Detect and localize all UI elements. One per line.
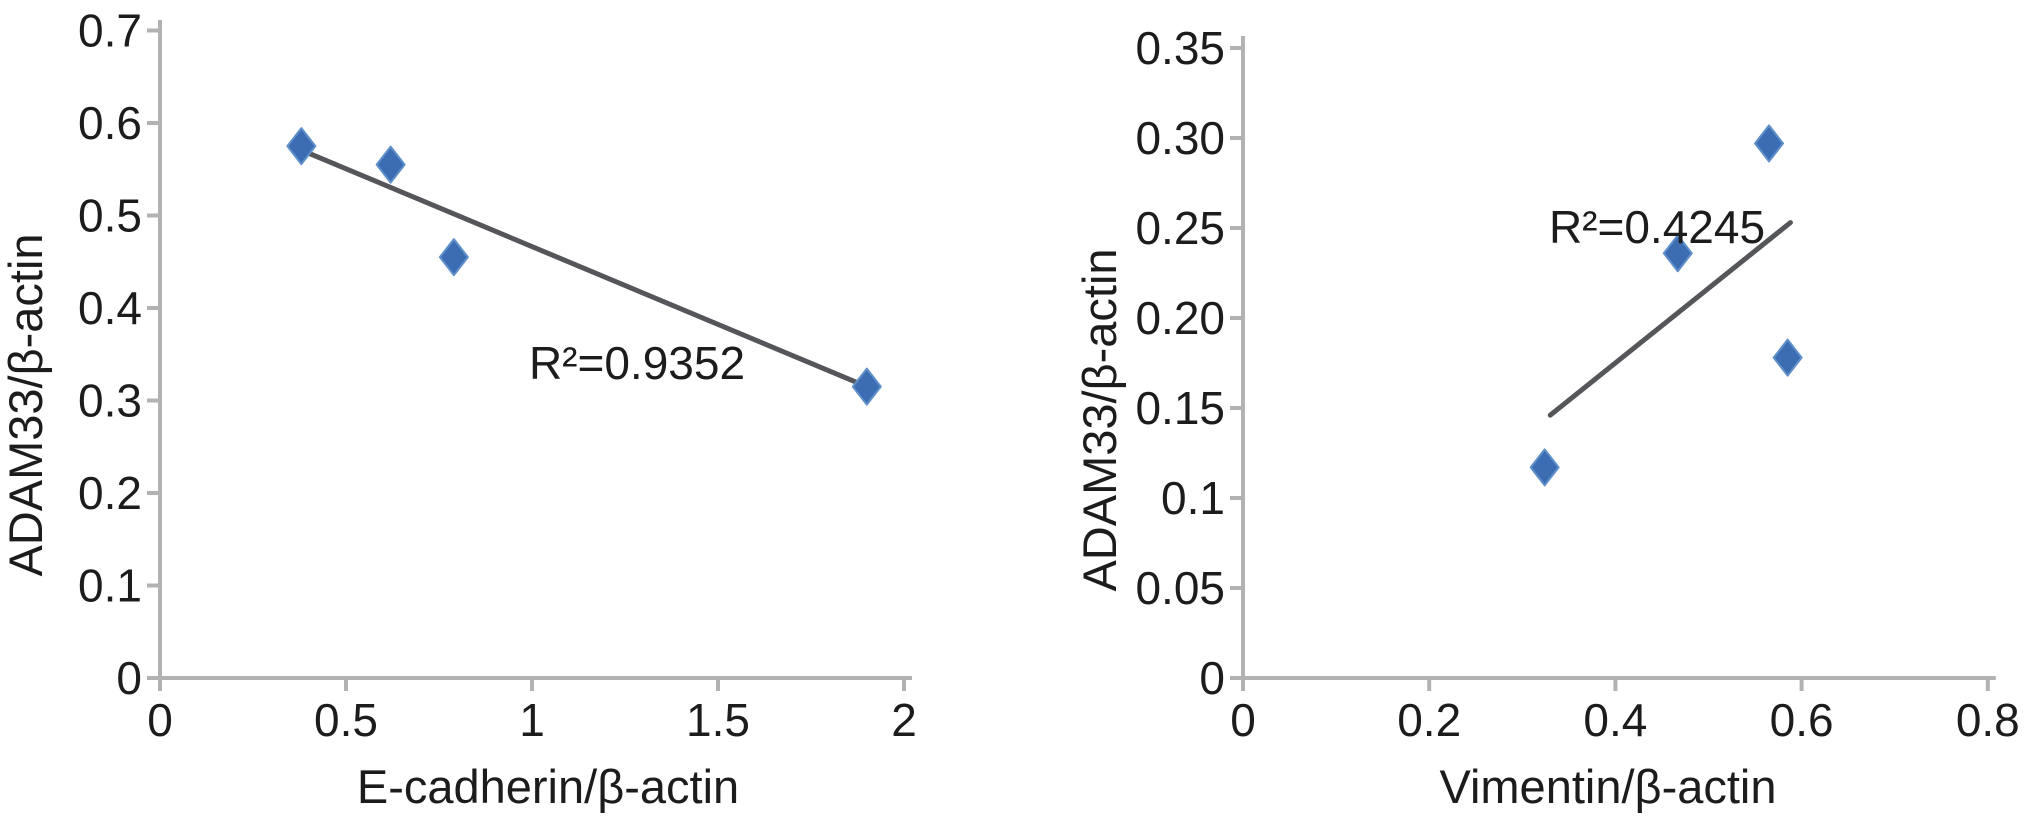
trendline <box>1547 220 1793 418</box>
chart-vimentin: 0 0.2 0.4 0.6 0.8 0 0.05 0.1 0.15 0.20 0.25 0.30 0.3… <box>1073 22 2020 813</box>
x-tick-label: 0.5 <box>314 694 378 746</box>
x-tick-label: 0.8 <box>1956 694 2020 746</box>
x-axis-title: Vimentin/β-actin <box>1439 760 1776 813</box>
y-tick-label: 0.35 <box>1135 22 1225 74</box>
x-tick-label: 0.4 <box>1583 694 1647 746</box>
y-tick-label: 0.2 <box>78 467 142 519</box>
y-tick-label: 0.3 <box>78 375 142 427</box>
y-tick-label: 0.7 <box>78 5 142 57</box>
data-point-marker <box>438 238 469 277</box>
data-point-marker <box>286 127 317 166</box>
r-squared-annotation: R²=0.4245 <box>1549 201 1765 253</box>
x-tick-label: 0.2 <box>1397 694 1461 746</box>
y-tick-label: 0.15 <box>1135 382 1225 434</box>
data-point-marker <box>1529 448 1560 487</box>
y-axis-title: ADAM33/β-actin <box>1073 248 1126 591</box>
x-tick-label: 0.6 <box>1770 694 1834 746</box>
y-tick-label: 0.30 <box>1135 112 1225 164</box>
data-point-marker <box>1662 234 1693 273</box>
y-tick-label: 0.1 <box>1161 472 1225 524</box>
y-tick-label: 0.25 <box>1135 202 1225 254</box>
x-tick-label: 1.5 <box>686 694 750 746</box>
x-tick-label: 2 <box>891 694 917 746</box>
y-tick-label: 0.20 <box>1135 292 1225 344</box>
y-tick-label: 0.05 <box>1135 562 1225 614</box>
y-tick-label: 0 <box>116 652 142 704</box>
r-squared-annotation: R²=0.9352 <box>529 337 745 389</box>
x-axis-title: E-cadherin/β-actin <box>357 760 739 813</box>
x-tick-label: 0 <box>147 694 173 746</box>
y-tick-label: 0.1 <box>78 560 142 612</box>
y-tick-label: 0.5 <box>78 190 142 242</box>
trendline <box>302 149 870 390</box>
y-tick-label: 0.4 <box>78 282 142 334</box>
y-tick-label: 0.6 <box>78 97 142 149</box>
data-point-marker <box>1772 338 1803 377</box>
chart-ecadherin: 0 0.5 1 1.5 2 0 0.1 0.2 0.3 0.4 0.5 0.6 0.7 R²=0.9352… <box>0 5 917 814</box>
y-axis-title: ADAM33/β-actin <box>0 233 52 576</box>
y-tick-label: 0 <box>1199 652 1225 704</box>
x-tick-label: 1 <box>519 694 545 746</box>
x-tick-label: 0 <box>1230 694 1256 746</box>
data-point-marker <box>375 145 406 184</box>
data-point-marker <box>851 367 882 406</box>
data-point-marker <box>1754 124 1785 163</box>
